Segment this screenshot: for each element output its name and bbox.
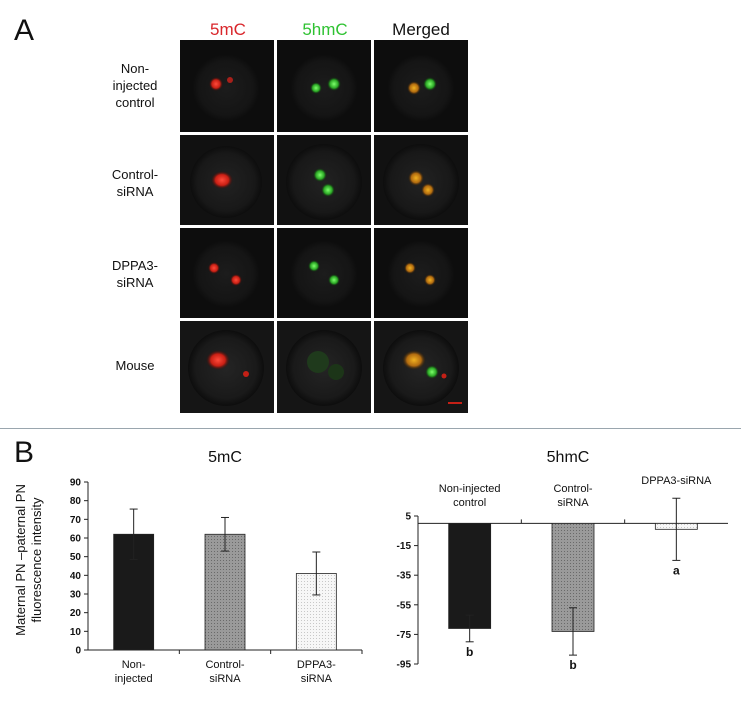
row-label-mouse: Mouse xyxy=(90,357,180,374)
micrograph-row-3 xyxy=(180,228,468,318)
panel-a-letter: A xyxy=(14,14,35,47)
y-tick-label: 60 xyxy=(70,534,82,545)
y-tick-label: 5 xyxy=(405,512,411,523)
pronucleus-spot xyxy=(327,77,341,91)
micrograph-grid xyxy=(180,40,468,413)
x-tick-label: siRNA xyxy=(209,673,241,685)
bar-5hmc-0 xyxy=(448,523,492,629)
pronucleus-spot xyxy=(423,77,437,91)
row-label-line: Control- xyxy=(111,167,159,182)
significance-letter: a xyxy=(673,563,680,577)
pronucleus-spot xyxy=(227,77,233,83)
oocyte-outline xyxy=(290,54,358,122)
x-tick-label: control xyxy=(453,497,486,509)
chart-title-5hmc: 5hmC xyxy=(547,449,590,466)
pronucleus-spot xyxy=(424,274,436,286)
x-tick-label: Non-injected xyxy=(439,483,501,495)
y-tick-label: 90 xyxy=(70,478,82,489)
x-tick-label: DPPA3- xyxy=(297,659,336,671)
oocyte-outline xyxy=(387,240,455,308)
chart-5mc: 5mC 0 10 20 30 40 50 60 70 80 90 Non-injected Contro… xyxy=(70,449,363,685)
panel-divider xyxy=(0,428,741,429)
column-header-5mc: 5mC xyxy=(210,20,246,39)
row-label-line: Mouse xyxy=(115,358,155,373)
x-tick-label: Control- xyxy=(205,659,244,671)
row-label-line: siRNA xyxy=(116,184,154,199)
pronucleus-spot xyxy=(407,81,421,95)
y-tick-label: -75 xyxy=(397,630,412,641)
y-tick-label: 0 xyxy=(75,646,81,657)
pronucleus-spot xyxy=(208,262,220,274)
x-tick-label: siRNA xyxy=(557,497,589,509)
y-tick-label: -15 xyxy=(397,541,412,552)
scale-bar xyxy=(448,402,462,404)
oocyte-outline xyxy=(286,144,362,220)
column-header-merged: Merged xyxy=(392,20,450,39)
oocyte-outline xyxy=(192,240,260,308)
x-tick-label: injected xyxy=(115,673,153,685)
pronucleus-spot xyxy=(310,82,322,94)
pronucleus-spot xyxy=(307,351,329,373)
column-header-5hmc: 5hmC xyxy=(302,20,348,39)
row-label-control-sirna: Control- siRNA xyxy=(90,166,180,200)
panel-b-letter: B xyxy=(14,436,35,469)
y-tick-label: 40 xyxy=(70,571,82,582)
y-tick-label: 20 xyxy=(70,608,82,619)
pronucleus-spot xyxy=(402,350,426,370)
chart-5hmc: 5hmC 5 -15 -35 -55 -75 -95 Non-injected control b… xyxy=(397,449,728,672)
row-label-non-injected-control: Non- injected control xyxy=(90,60,180,111)
row-label-line: siRNA xyxy=(116,275,154,290)
polar-body-spot xyxy=(441,373,447,379)
x-tick-label: siRNA xyxy=(301,673,333,685)
y-tick-label: -35 xyxy=(397,571,412,582)
pronucleus-spot xyxy=(328,364,344,380)
x-tick-label: Non- xyxy=(122,659,146,671)
y-axis-label-line: Maternal PN –paternal PN xyxy=(13,484,28,636)
pronucleus-spot xyxy=(408,170,424,186)
row-label-line: DPPA3- xyxy=(112,258,158,273)
pronucleus-spot xyxy=(404,262,416,274)
row-label-line: control xyxy=(115,95,155,110)
pronucleus-spot xyxy=(425,365,439,379)
pronucleus-spot xyxy=(421,183,435,197)
pronucleus-spot xyxy=(209,77,223,91)
chart-title-5mc: 5mC xyxy=(208,449,242,466)
micrograph-row-2 xyxy=(180,135,468,225)
pronucleus-spot xyxy=(206,350,230,370)
micrograph-row-1 xyxy=(180,40,468,132)
oocyte-outline xyxy=(192,54,260,122)
oocyte-outline xyxy=(290,240,358,308)
polar-body-spot xyxy=(243,371,249,377)
pronucleus-spot xyxy=(211,171,233,189)
pronucleus-spot xyxy=(328,274,340,286)
y-tick-label: 70 xyxy=(70,515,82,526)
y-tick-label: -95 xyxy=(397,660,412,671)
pronucleus-spot xyxy=(308,260,320,272)
pronucleus-spot xyxy=(313,168,327,182)
pronucleus-spot xyxy=(230,274,242,286)
y-tick-label: 80 xyxy=(70,496,82,507)
row-label-line: Non- xyxy=(120,61,150,76)
y-tick-label: 10 xyxy=(70,627,82,638)
y-tick-label: -55 xyxy=(397,600,412,611)
micrograph-row-4 xyxy=(180,321,468,413)
pronucleus-spot xyxy=(321,183,335,197)
y-tick-label: 50 xyxy=(70,552,82,563)
row-label-dppa3-sirna: DPPA3- siRNA xyxy=(90,257,180,291)
significance-letter: b xyxy=(466,645,473,659)
oocyte-outline xyxy=(188,330,264,406)
x-tick-label: DPPA3-siRNA xyxy=(641,475,712,487)
significance-letter: b xyxy=(569,658,576,672)
bar-5mc-1 xyxy=(204,533,246,651)
x-tick-label: Control- xyxy=(553,483,592,495)
y-tick-label: 30 xyxy=(70,590,82,601)
row-label-line: injected xyxy=(112,78,158,93)
